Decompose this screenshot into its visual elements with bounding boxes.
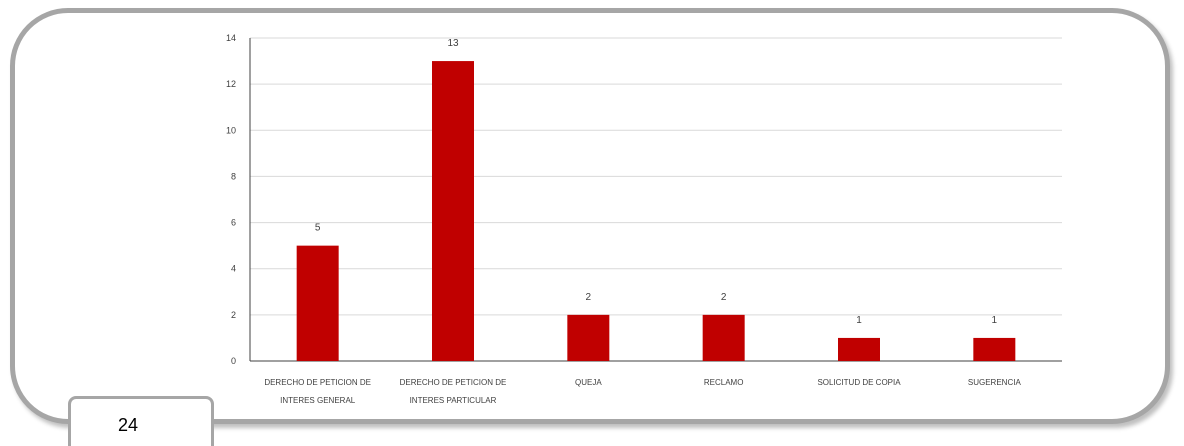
y-tick-label: 6 [231,218,236,228]
bar [838,337,880,361]
data-label: 5 [315,223,321,234]
y-tick-label: 12 [226,79,236,89]
y-tick-label: 10 [226,125,236,135]
page-number: 24 [118,415,139,435]
data-label: 2 [586,292,592,303]
bar [702,314,745,361]
data-label: 1 [856,315,862,326]
x-tick-label: DERECHO DE PETICION DE [400,378,507,387]
data-label: 13 [447,38,459,49]
x-tick-label: DERECHO DE PETICION DE [264,378,371,387]
y-tick-label: 2 [231,310,236,320]
data-label: 1 [992,315,998,326]
x-tick-label: RECLAMO [704,378,744,387]
y-tick-label: 4 [231,264,236,274]
bar [432,61,474,361]
bar [973,337,1016,361]
bar [296,245,339,361]
x-tick-label: SOLICITUD DE COPIA [817,378,901,387]
y-tick-label: 8 [231,171,236,181]
y-tick-label: 0 [231,356,236,366]
page-number-box: 24 [68,396,214,446]
x-tick-label: INTERES GENERAL [280,396,356,405]
x-tick-label: QUEJA [575,378,602,387]
x-tick-label: INTERES PARTICULAR [410,396,497,405]
x-tick-label: SUGERENCIA [968,378,1022,387]
bar [567,314,610,361]
y-tick-label: 14 [226,33,236,43]
data-label: 2 [721,292,727,303]
